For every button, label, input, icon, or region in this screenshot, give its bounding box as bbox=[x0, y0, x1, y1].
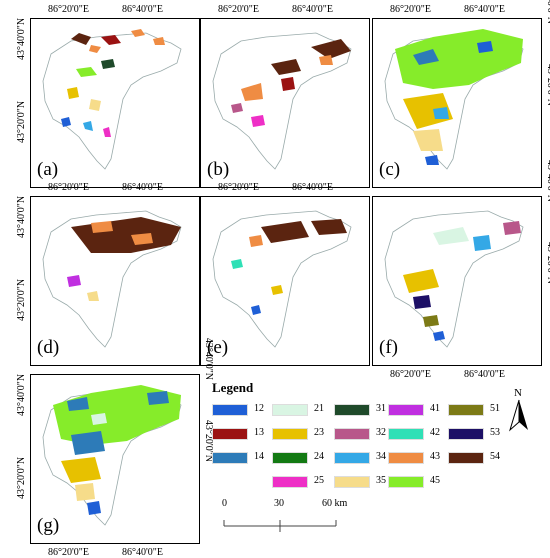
map-frame: (b) bbox=[200, 18, 370, 188]
map-content-c bbox=[384, 29, 524, 170]
legend: Legend 12 21 31 41 51 13 23 32 42 53 14 24 34 43 54 25 3… bbox=[212, 380, 512, 540]
legend-label: 13 bbox=[254, 427, 264, 438]
lat-tick-right-2: 43°20'0"N bbox=[545, 63, 550, 106]
lon-tick-2: 86°40'0"E bbox=[122, 182, 163, 193]
lat-tick-right-2: 43°20'0"N bbox=[545, 241, 550, 284]
legend-label: 32 bbox=[376, 427, 386, 438]
legend-label: 35 bbox=[376, 475, 386, 486]
legend-label: 25 bbox=[314, 475, 324, 486]
legend-label: 24 bbox=[314, 451, 324, 462]
legend-swatch bbox=[272, 452, 308, 464]
map-panel-b: (b) 86°20'0"E 86°40'0"E bbox=[200, 4, 370, 188]
legend-swatch bbox=[388, 476, 424, 488]
scale-bar-line bbox=[223, 520, 337, 532]
lon-tick-1: 86°20'0"E bbox=[218, 182, 259, 193]
lon-tick-1: 86°20'0"E bbox=[48, 182, 89, 193]
legend-title: Legend bbox=[212, 380, 254, 395]
panel-letter: (g) bbox=[37, 515, 60, 536]
lon-tick-1: 86°20'0"E bbox=[390, 4, 431, 15]
map-panel-a: (a) 86°20'0"E 86°40'0"E 43°40'0"N 43°20'… bbox=[16, 4, 200, 188]
legend-swatch bbox=[272, 476, 308, 488]
legend-label: 53 bbox=[490, 427, 500, 438]
lat-tick-right-1: 43°40'0"N bbox=[545, 0, 550, 24]
lat-tick-right-1: 43°40'0"N bbox=[203, 337, 214, 380]
map-content-d bbox=[42, 210, 182, 348]
legend-swatch bbox=[388, 452, 424, 464]
map-content-g bbox=[42, 385, 182, 526]
map-panel-d: (d) 86°20'0"E 86°40'0"E 43°40'0"N 43°20'… bbox=[16, 182, 200, 366]
map-content-e bbox=[212, 210, 352, 348]
legend-swatch bbox=[212, 404, 248, 416]
panel-letter: (c) bbox=[379, 159, 401, 180]
north-label: N bbox=[514, 387, 522, 399]
legend-swatch bbox=[334, 428, 370, 440]
map-frame: (g) bbox=[30, 374, 200, 544]
lat-tick-2: 43°20'0"N bbox=[16, 100, 27, 143]
map-frame: (f) bbox=[372, 196, 542, 366]
legend-swatch bbox=[448, 452, 484, 464]
legend-swatch bbox=[212, 428, 248, 440]
lon-tick-2: 86°40'0"E bbox=[292, 4, 333, 15]
legend-swatch bbox=[334, 404, 370, 416]
legend-label: 51 bbox=[490, 403, 500, 414]
legend-swatch bbox=[448, 404, 484, 416]
lon-tick-bottom-1: 86°20'0"E bbox=[48, 547, 89, 558]
lat-tick-1: 43°40'0"N bbox=[16, 195, 27, 238]
lat-tick-2: 43°20'0"N bbox=[16, 278, 27, 321]
legend-swatch bbox=[388, 404, 424, 416]
lat-tick-1: 43°40'0"N bbox=[16, 373, 27, 416]
map-panel-g: (g) 86°20'0"E 86°40'0"E 43°40'0"N 43°20'… bbox=[16, 338, 214, 558]
lon-tick-bottom-2: 86°40'0"E bbox=[464, 369, 505, 380]
legend-swatch bbox=[272, 428, 308, 440]
legend-label: 45 bbox=[430, 475, 440, 486]
lat-tick-1: 43°40'0"N bbox=[16, 17, 27, 60]
map-content-f bbox=[384, 210, 524, 348]
map-panel-c: (c) 86°20'0"E 86°40'0"E 43°40'0"N 43°20'… bbox=[372, 0, 550, 188]
legend-swatch bbox=[334, 476, 370, 488]
scale-label-0: 0 bbox=[222, 498, 227, 509]
lon-tick-2: 86°40'0"E bbox=[122, 4, 163, 15]
legend-swatch bbox=[448, 428, 484, 440]
map-frame: (e) bbox=[200, 196, 370, 366]
lon-tick-1: 86°20'0"E bbox=[218, 4, 259, 15]
panel-letter: (b) bbox=[207, 159, 230, 180]
lat-tick-right-1: 43°40'0"N bbox=[545, 159, 550, 202]
panel-letter: (e) bbox=[207, 337, 229, 358]
legend-label: 41 bbox=[430, 403, 440, 414]
scale-label-60: 60 km bbox=[322, 498, 348, 509]
panel-letter: (f) bbox=[379, 337, 398, 358]
lon-tick-2: 86°40'0"E bbox=[292, 182, 333, 193]
north-arrow-icon: N bbox=[506, 384, 532, 434]
legend-label: 34 bbox=[376, 451, 386, 462]
map-frame: (c) bbox=[372, 18, 542, 188]
map-content-b bbox=[212, 32, 352, 170]
map-content-a bbox=[42, 29, 182, 170]
legend-label: 12 bbox=[254, 403, 264, 414]
lon-tick-1: 86°20'0"E bbox=[48, 4, 89, 15]
legend-label: 23 bbox=[314, 427, 324, 438]
lon-tick-bottom-2: 86°40'0"E bbox=[122, 547, 163, 558]
panel-letter: (a) bbox=[37, 159, 59, 180]
legend-swatch bbox=[388, 428, 424, 440]
legend-label: 31 bbox=[376, 403, 386, 414]
scale-label-30: 30 bbox=[274, 498, 284, 509]
legend-swatch bbox=[334, 452, 370, 464]
legend-label: 14 bbox=[254, 451, 264, 462]
lon-tick-2: 86°40'0"E bbox=[464, 4, 505, 15]
legend-label: 42 bbox=[430, 427, 440, 438]
lat-tick-2: 43°20'0"N bbox=[16, 456, 27, 499]
scale-bar: 0 30 60 km bbox=[222, 498, 392, 538]
map-frame: (d) bbox=[30, 196, 200, 366]
panel-letter: (d) bbox=[37, 337, 60, 358]
legend-label: 21 bbox=[314, 403, 324, 414]
lon-tick-bottom-1: 86°20'0"E bbox=[390, 369, 431, 380]
legend-label: 43 bbox=[430, 451, 440, 462]
map-panel-f: (f) 86°20'0"E 86°40'0"E 43°40'0"N 43°20'… bbox=[372, 160, 550, 380]
legend-swatch bbox=[212, 452, 248, 464]
legend-swatch bbox=[272, 404, 308, 416]
map-frame: (a) bbox=[30, 18, 200, 188]
map-panel-e: (e) 86°20'0"E 86°40'0"E bbox=[200, 182, 370, 366]
legend-label: 54 bbox=[490, 451, 500, 462]
